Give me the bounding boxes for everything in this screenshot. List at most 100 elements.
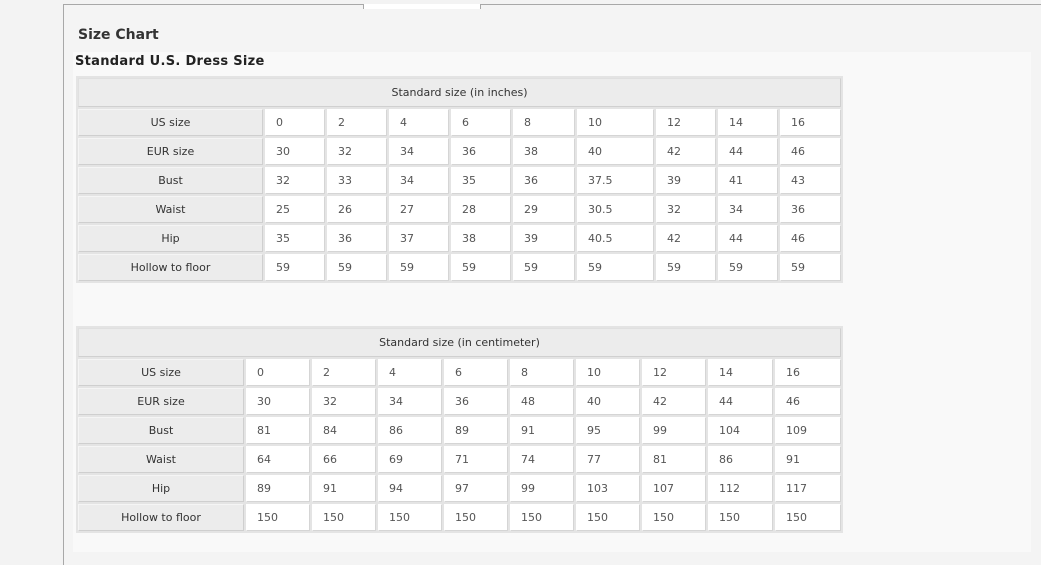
table-cell: 26 xyxy=(327,196,387,223)
table-cell: 150 xyxy=(576,504,640,531)
table-cell: 8 xyxy=(513,109,575,136)
table-cell: 46 xyxy=(780,138,841,165)
table-cell: 150 xyxy=(510,504,574,531)
table-cell: 8 xyxy=(510,359,574,386)
table-cell: 36 xyxy=(444,388,508,415)
row-label: Hip xyxy=(78,225,263,252)
table-row: Hip 35 36 37 38 39 40.5 42 44 46 xyxy=(78,225,841,252)
table-cell: 42 xyxy=(656,138,716,165)
table-cell: 37 xyxy=(389,225,449,252)
table-row: Waist 64 66 69 71 74 77 81 86 91 xyxy=(78,446,841,473)
table-cell: 59 xyxy=(389,254,449,281)
table-cell: 81 xyxy=(246,417,310,444)
table-cell: 104 xyxy=(708,417,773,444)
table-cell: 44 xyxy=(718,138,778,165)
table-cell: 150 xyxy=(708,504,773,531)
table-cell: 32 xyxy=(656,196,716,223)
table-cell: 109 xyxy=(775,417,841,444)
table-cell: 40 xyxy=(577,138,654,165)
table-cell: 59 xyxy=(451,254,511,281)
table-cell: 59 xyxy=(327,254,387,281)
table-cell: 150 xyxy=(444,504,508,531)
table-cell: 40 xyxy=(576,388,640,415)
table-cell: 44 xyxy=(708,388,773,415)
table-cell: 39 xyxy=(513,225,575,252)
table-cell: 117 xyxy=(775,475,841,502)
table-cell: 77 xyxy=(576,446,640,473)
table-cell: 40.5 xyxy=(577,225,654,252)
table-cell: 91 xyxy=(312,475,376,502)
table-row: Hip 89 91 94 97 99 103 107 112 117 xyxy=(78,475,841,502)
table-cell: 14 xyxy=(718,109,778,136)
table-cell: 86 xyxy=(378,417,442,444)
table-cell: 69 xyxy=(378,446,442,473)
table-cell: 10 xyxy=(576,359,640,386)
table-cell: 42 xyxy=(656,225,716,252)
table-cell: 2 xyxy=(327,109,387,136)
table-row: Waist 25 26 27 28 29 30.5 32 34 36 xyxy=(78,196,841,223)
table-cell: 74 xyxy=(510,446,574,473)
table-cell: 34 xyxy=(389,167,449,194)
table-cell: 99 xyxy=(642,417,706,444)
row-label: Hollow to floor xyxy=(78,504,244,531)
table-cell: 0 xyxy=(246,359,310,386)
table-cell: 150 xyxy=(378,504,442,531)
table-cell: 35 xyxy=(451,167,511,194)
table-cell: 16 xyxy=(780,109,841,136)
table-row: US size 0 2 4 6 8 10 12 14 16 xyxy=(78,359,841,386)
table-cell: 59 xyxy=(656,254,716,281)
table-cell: 94 xyxy=(378,475,442,502)
table-cell: 36 xyxy=(780,196,841,223)
table-cell: 59 xyxy=(513,254,575,281)
table-cell: 25 xyxy=(265,196,325,223)
table-cell: 36 xyxy=(451,138,511,165)
table-cell: 46 xyxy=(780,225,841,252)
table-cell: 33 xyxy=(327,167,387,194)
table-cell: 32 xyxy=(327,138,387,165)
table-cell: 59 xyxy=(265,254,325,281)
table-cell: 12 xyxy=(656,109,716,136)
table-caption: Standard size (in inches) xyxy=(78,78,841,107)
table-cell: 38 xyxy=(513,138,575,165)
row-label: EUR size xyxy=(78,388,244,415)
table-row: US size 0 2 4 6 8 10 12 14 16 xyxy=(78,109,841,136)
table-cell: 84 xyxy=(312,417,376,444)
table-caption: Standard size (in centimeter) xyxy=(78,328,841,357)
table-cell: 35 xyxy=(265,225,325,252)
table-row: Bust 32 33 34 35 36 37.5 39 41 43 xyxy=(78,167,841,194)
table-row: EUR size 30 32 34 36 48 40 42 44 46 xyxy=(78,388,841,415)
table-cell: 36 xyxy=(327,225,387,252)
table-cell: 59 xyxy=(718,254,778,281)
table-cell: 10 xyxy=(577,109,654,136)
table-cell: 66 xyxy=(312,446,376,473)
table-cell: 30 xyxy=(246,388,310,415)
page-title: Size Chart xyxy=(78,27,159,43)
table-cell: 44 xyxy=(718,225,778,252)
table-cell: 97 xyxy=(444,475,508,502)
row-label: Hollow to floor xyxy=(78,254,263,281)
table-cell: 32 xyxy=(312,388,376,415)
table-cell: 28 xyxy=(451,196,511,223)
table-cell: 59 xyxy=(780,254,841,281)
table-cell: 150 xyxy=(246,504,310,531)
table-cell: 4 xyxy=(378,359,442,386)
table-cell: 6 xyxy=(444,359,508,386)
table-cell: 59 xyxy=(577,254,654,281)
tab[interactable] xyxy=(363,4,481,9)
table-cell: 36 xyxy=(513,167,575,194)
table-row: Hollow to floor 150 150 150 150 150 150 150 150 1… xyxy=(78,504,841,531)
table-cell: 112 xyxy=(708,475,773,502)
table-cell: 4 xyxy=(389,109,449,136)
table-cell: 103 xyxy=(576,475,640,502)
table-cell: 89 xyxy=(444,417,508,444)
table-row: Bust 81 84 86 89 91 95 99 104 109 xyxy=(78,417,841,444)
table-cell: 6 xyxy=(451,109,511,136)
table-cell: 30 xyxy=(265,138,325,165)
row-label: Waist xyxy=(78,446,244,473)
table-cell: 64 xyxy=(246,446,310,473)
row-label: Waist xyxy=(78,196,263,223)
table-cell: 42 xyxy=(642,388,706,415)
table-cell: 2 xyxy=(312,359,376,386)
table-cell: 150 xyxy=(312,504,376,531)
table-cell: 34 xyxy=(718,196,778,223)
